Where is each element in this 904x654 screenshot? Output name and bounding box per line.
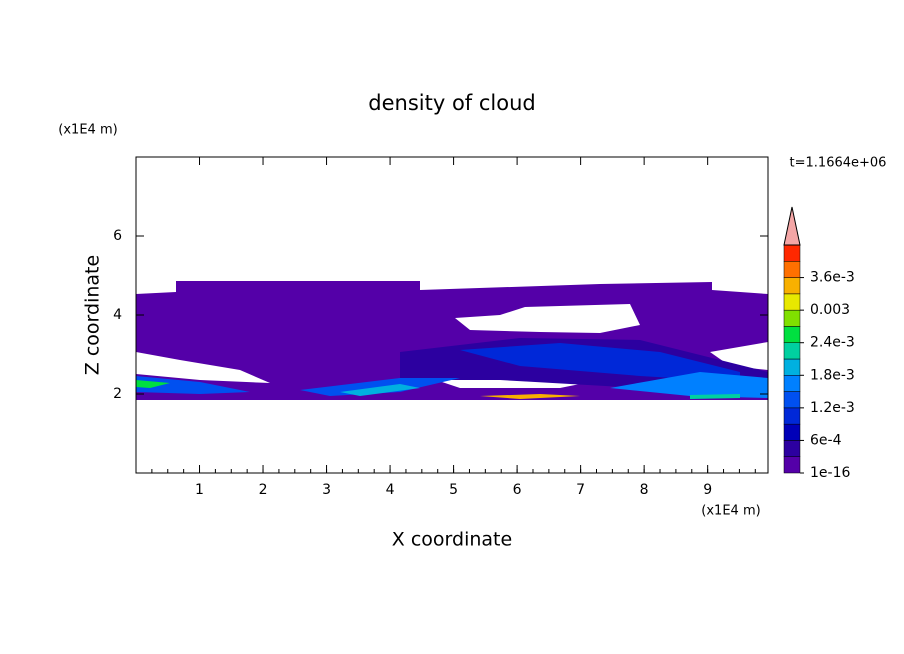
time-label: t=1.1664e+06 [790, 156, 887, 171]
x-tick-label: 3 [322, 482, 331, 498]
colorbar-band [783, 456, 801, 474]
colorbar-band [783, 277, 801, 295]
y-unit: (x1E4 m) [58, 123, 117, 138]
x-tick-label: 2 [259, 482, 268, 498]
colorbar-band [783, 326, 801, 343]
x-axis-label: X coordinate [392, 529, 512, 551]
colorbar-band [783, 391, 801, 409]
colorbar-tick-label: 1e-16 [810, 465, 850, 481]
colorbar-band [783, 423, 801, 441]
x-tick-label: 8 [640, 482, 649, 498]
colorbar-band [783, 358, 801, 376]
colorbar-band [783, 309, 801, 327]
x-tick-label: 5 [449, 482, 458, 498]
colorbar-tick-label: 0.003 [810, 302, 850, 318]
cloud-hole [710, 342, 768, 370]
colorbar-tick-label: 1.8e-3 [810, 367, 855, 383]
colorbar-tick-label: 3.6e-3 [810, 270, 855, 286]
cloud-band [136, 380, 170, 388]
colorbar-tick-label: 6e-4 [810, 432, 842, 448]
cloud-band [460, 343, 740, 382]
colorbar-extend [783, 206, 801, 246]
x-tick-label: 7 [576, 482, 585, 498]
x-unit: (x1E4 m) [701, 504, 760, 519]
y-axis-label: Z coordinate [82, 255, 104, 375]
cloud-hole [136, 352, 270, 383]
x-tick-label: 9 [703, 482, 712, 498]
x-tick-label: 6 [513, 482, 522, 498]
y-tick-label: 6 [113, 228, 122, 244]
colorbar-band [783, 244, 801, 262]
cloud-band [690, 394, 740, 399]
cloud-hole [455, 304, 640, 333]
cloud-band [340, 384, 420, 396]
y-tick-label: 4 [113, 307, 122, 323]
x-tick-label: 4 [386, 482, 395, 498]
colorbar-band [783, 407, 801, 425]
cloud-band [480, 394, 580, 399]
colorbar-tick-label: 1.2e-3 [810, 400, 855, 416]
contour-field [136, 281, 768, 400]
colorbar-band [783, 440, 801, 457]
colorbar-band [783, 342, 801, 360]
chart-title: density of cloud [368, 91, 535, 115]
x-tick-label: 1 [195, 482, 204, 498]
colorbar-band [783, 375, 801, 392]
cloud-band [136, 376, 250, 394]
colorbar-band [783, 293, 801, 311]
colorbar-tick-label: 2.4e-3 [810, 335, 855, 351]
y-tick-label: 2 [113, 386, 122, 402]
cloud-band [610, 372, 768, 398]
colorbar-band [783, 261, 801, 278]
